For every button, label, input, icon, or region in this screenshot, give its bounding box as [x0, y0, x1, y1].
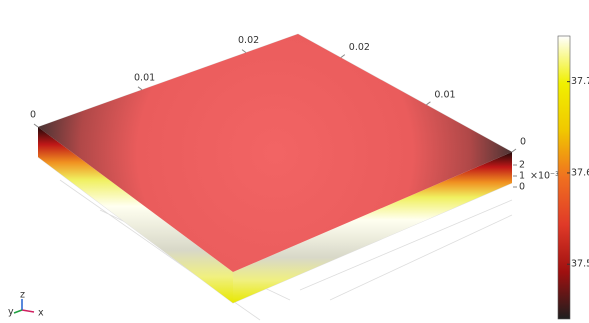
z-tick-label: 1	[519, 171, 525, 182]
colorbar-tick-label: 37.6	[571, 167, 589, 178]
x-tick-label: 0	[30, 110, 36, 121]
top-face	[38, 34, 512, 272]
z-tick-label: 2	[519, 160, 525, 171]
triad-label: z	[20, 290, 25, 301]
y-tick	[340, 54, 346, 58]
side-face	[233, 152, 512, 303]
x-tick	[33, 123, 39, 128]
y-tick-label: 0	[520, 137, 526, 148]
x-tick	[137, 86, 143, 91]
z-exponent-label: ×10⁻³	[530, 171, 559, 182]
y-tick	[426, 101, 431, 106]
y-tick-label: 0.01	[434, 89, 455, 100]
colorbar-tick-label: 37.7	[571, 76, 589, 87]
triad-label: x	[38, 308, 44, 319]
z-tick-label: 0	[519, 182, 525, 193]
colorbar-tick-label: 37.5	[571, 259, 589, 270]
x-tick	[241, 49, 247, 53]
y-tick	[511, 148, 517, 153]
axis-triad: x y z	[8, 290, 44, 319]
colorbar	[557, 35, 571, 320]
side-face	[38, 127, 233, 303]
triad-label: y	[8, 307, 14, 318]
x-tick-label: 0.01	[134, 72, 155, 83]
y-tick-label: 0.02	[349, 42, 370, 53]
x-tick-label: 0.02	[238, 35, 259, 46]
